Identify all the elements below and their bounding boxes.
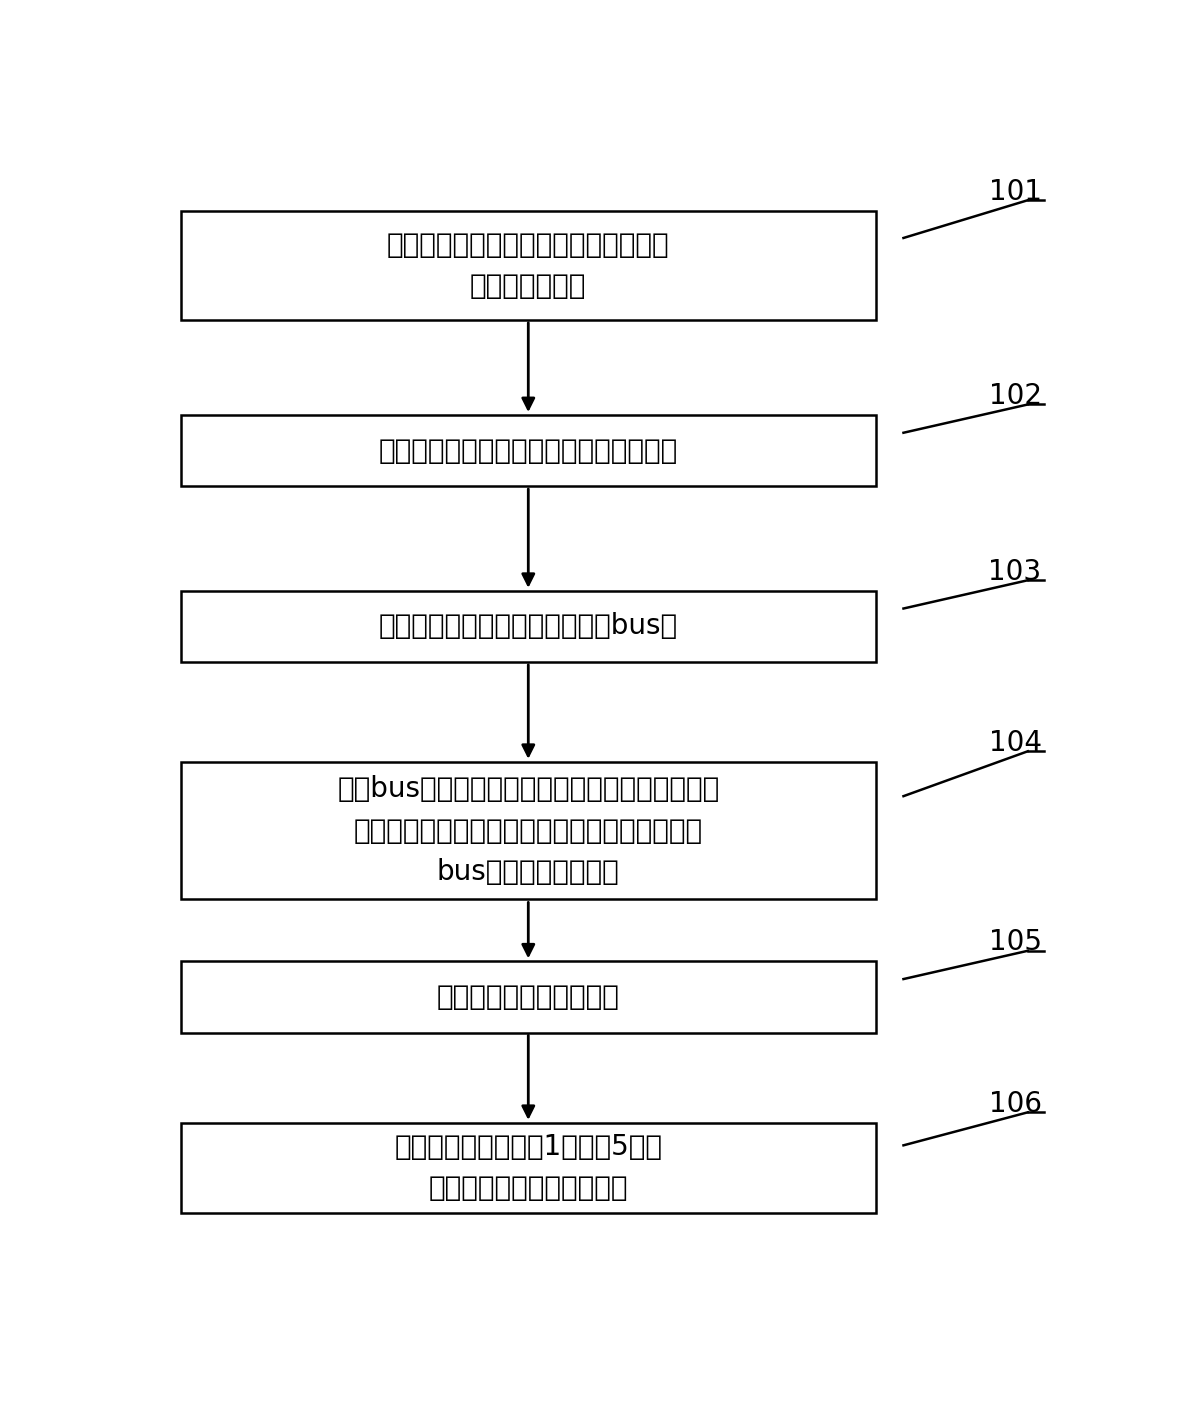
Text: 101: 101 [988, 177, 1042, 206]
Text: 根据几何约束，启动跨障碍布线命令，
并设置布线参数: 根据几何约束，启动跨障碍布线命令， 并设置布线参数 [387, 231, 670, 299]
Bar [181, 762, 876, 900]
Text: 根据设计需求，完成布线: 根据设计需求，完成布线 [437, 983, 620, 1010]
Bar [181, 961, 876, 1033]
Text: 继续重复执行步骤（1）－（5），
完成其他组端口之间的布线: 继续重复执行步骤（1）－（5）， 完成其他组端口之间的布线 [394, 1134, 662, 1202]
Text: 106: 106 [988, 1090, 1042, 1118]
Text: 103: 103 [988, 558, 1042, 586]
Text: 102: 102 [988, 382, 1042, 410]
Text: 105: 105 [988, 928, 1042, 956]
Bar [181, 1122, 876, 1213]
Text: 确定bus线的基准点，以所述基准点为中心点，以
一个阈值为邻域，获得一段连续点链，作为所述
bus线的连接端口区域: 确定bus线的基准点，以所述基准点为中心点，以 一个阈值为邻域，获得一段连续点链… [337, 775, 720, 885]
Text: 根据用户设置的布线参数，构建网格地图: 根据用户设置的布线参数，构建网格地图 [379, 437, 678, 464]
Text: 选择需要进行布线操作的端口和bus线: 选择需要进行布线操作的端口和bus线 [379, 613, 678, 640]
Text: 104: 104 [988, 729, 1042, 756]
Bar [181, 414, 876, 487]
Bar [181, 590, 876, 661]
Bar [181, 210, 876, 319]
